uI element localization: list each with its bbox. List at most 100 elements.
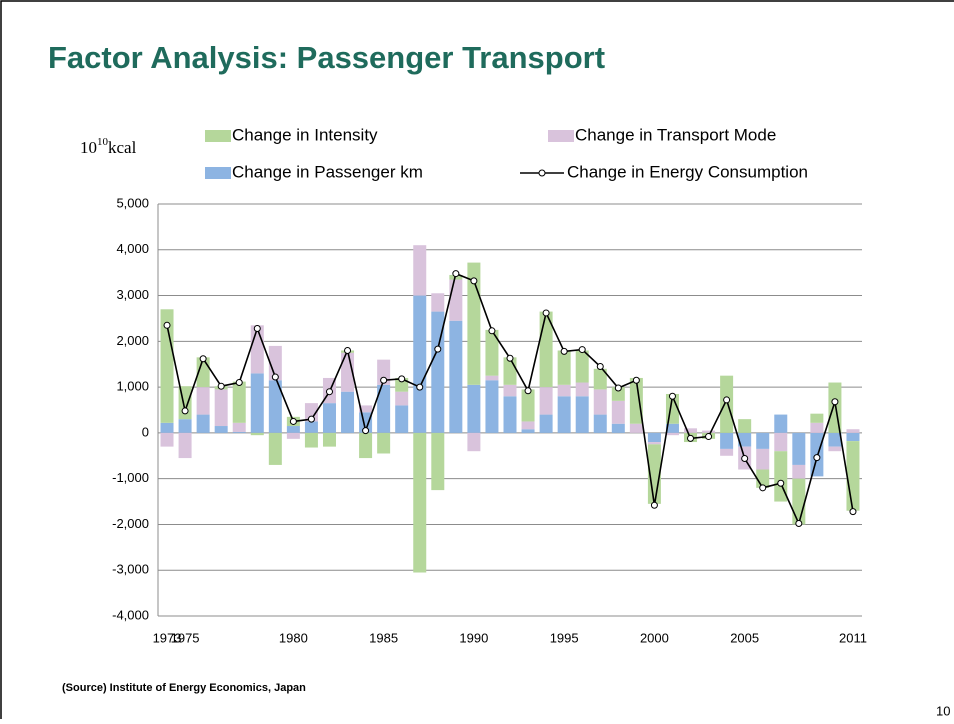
bar-segment	[250, 325, 264, 374]
bar-segment	[413, 295, 427, 433]
bar-segment	[647, 442, 661, 445]
bar-segment	[268, 345, 282, 381]
line-point	[434, 345, 442, 353]
bar-segment	[449, 279, 463, 321]
bar-segment	[575, 382, 589, 397]
bar-segment	[232, 381, 246, 423]
bar-segment	[792, 432, 806, 465]
line-point	[723, 396, 731, 404]
bar-segment	[774, 432, 788, 452]
bar-segment	[160, 432, 174, 447]
bar-segment	[178, 432, 192, 459]
bar-segment	[485, 375, 499, 381]
line-point	[217, 382, 225, 390]
legend-marker	[538, 169, 546, 177]
unit-label: 1010kcal	[80, 136, 137, 157]
line-point	[416, 383, 424, 391]
bar-segment	[846, 441, 860, 511]
bar-segment	[395, 377, 409, 392]
line-point	[741, 455, 749, 463]
bar-segment	[557, 396, 571, 433]
bar-segment	[611, 387, 625, 401]
bar-segment	[503, 384, 517, 397]
y-tick-label: 5,000	[116, 195, 149, 210]
line-point	[524, 387, 532, 395]
y-tick-label: -4,000	[112, 607, 149, 622]
source-note: (Source) Institute of Energy Economics, …	[62, 682, 306, 694]
line-point	[849, 508, 857, 516]
legend-swatch	[205, 167, 231, 179]
bar-segment	[828, 432, 842, 447]
bar-segment	[521, 389, 535, 422]
bar-segment	[665, 432, 679, 436]
line-point	[181, 407, 189, 415]
bar-segment	[431, 293, 445, 312]
y-tick-label: -1,000	[112, 470, 149, 485]
line-point	[632, 376, 640, 384]
bar-segment	[232, 431, 246, 433]
unit-suffix: kcal	[108, 138, 137, 157]
bar-segment	[467, 432, 481, 452]
bar-segment	[304, 432, 318, 448]
line-point	[253, 325, 261, 333]
line-point	[650, 501, 658, 509]
bar-segment	[720, 432, 734, 449]
line-point	[289, 417, 297, 425]
line-point	[813, 454, 821, 462]
bar-segment	[250, 432, 264, 436]
bar-segment	[286, 432, 300, 439]
line-point	[325, 388, 333, 396]
x-tick-label: 2000	[640, 630, 669, 645]
bar-segment	[467, 262, 481, 385]
bar-segment	[304, 403, 318, 422]
bar-segment	[810, 413, 824, 423]
legend-label: Change in Energy Consumption	[567, 162, 808, 181]
line-point	[452, 270, 460, 278]
line-point	[542, 309, 550, 317]
bar-segment	[413, 245, 427, 296]
line-point	[235, 379, 243, 387]
bar-segment	[395, 391, 409, 406]
bar-segment	[756, 432, 770, 449]
line-point	[831, 398, 839, 406]
bar-segment	[629, 377, 643, 424]
bar-segment	[611, 423, 625, 433]
legend-swatch	[548, 130, 574, 142]
line-point	[578, 346, 586, 354]
x-tick-label: 1990	[459, 630, 488, 645]
line-point	[506, 354, 514, 362]
line-point	[398, 375, 406, 383]
x-tick-label: 2011	[839, 630, 867, 645]
bar-segment	[792, 464, 806, 479]
line-point	[470, 277, 478, 285]
y-tick-label: -2,000	[112, 516, 149, 531]
bar-segment	[846, 432, 860, 442]
bar-segment	[286, 426, 300, 433]
bar-segment	[341, 391, 355, 433]
bar-segment	[684, 428, 698, 433]
bar-segment	[738, 432, 752, 447]
bar-segment	[575, 396, 589, 433]
bar-segment	[359, 405, 373, 413]
y-tick-label: 2,000	[116, 333, 149, 348]
bar-segment	[665, 423, 679, 433]
bar-segment	[196, 387, 210, 415]
x-tick-label: 1973	[153, 630, 182, 645]
bar-segment	[304, 421, 318, 433]
bar-segment	[196, 414, 210, 433]
bar-segment	[846, 429, 860, 433]
x-tick-label: 1975	[171, 630, 200, 645]
line-point	[687, 434, 695, 442]
bar-segment	[485, 380, 499, 433]
bar-segment	[160, 422, 174, 433]
line-point	[777, 479, 785, 487]
bar-segment	[395, 405, 409, 433]
line-point	[163, 321, 171, 329]
slide-title: Factor Analysis: Passenger Transport	[48, 40, 605, 75]
bar-segment	[792, 478, 806, 525]
bar-segment	[431, 311, 445, 433]
line-point	[271, 373, 279, 381]
x-tick-label: 2005	[730, 630, 759, 645]
page-number: 10	[936, 703, 950, 718]
